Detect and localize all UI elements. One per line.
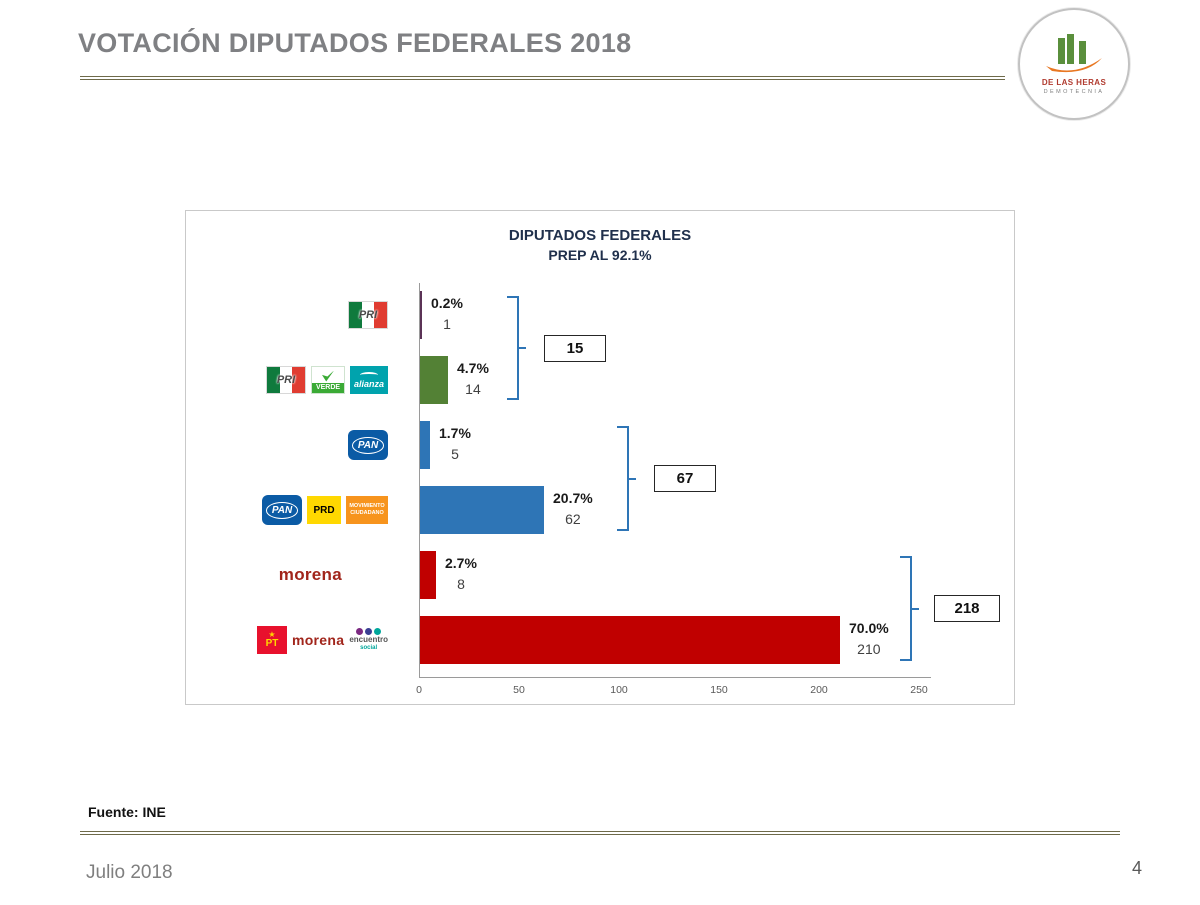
morena-wordmark: morena: [291, 632, 345, 648]
x-tick-150: 150: [710, 684, 728, 696]
bracket-pan-group: [617, 426, 636, 531]
es-logo-text-1: encuentro: [349, 635, 388, 645]
pan-logo: PAN: [348, 430, 388, 460]
morena-wordmark: morena: [278, 565, 342, 584]
x-tick-0: 0: [416, 684, 422, 696]
pct-label: 20.7%: [553, 490, 593, 506]
group-total-pri: 15: [544, 335, 606, 362]
pri-logo: PRI: [266, 366, 306, 394]
seats-label: 62: [565, 511, 581, 527]
source-note: Fuente: INE: [88, 804, 166, 820]
pri-tricolor: [349, 302, 387, 328]
pt-logo-text: PT: [265, 638, 279, 649]
pan-logo-text: PAN: [265, 501, 299, 519]
bar-row-morena-coalition: 70.0% 210: [420, 616, 889, 664]
bracket-nub: [910, 607, 919, 610]
bar-pan-coalition: [420, 486, 544, 534]
page-number: 4: [1132, 858, 1143, 878]
movimiento-ciudadano-logo: MOVIMIENTO CIUDADANO: [346, 496, 388, 524]
pri-logo: PRI: [348, 301, 388, 329]
bracket-nub: [627, 477, 636, 480]
bar-pan: [420, 421, 430, 469]
bar-pri-coalition: [420, 356, 448, 404]
slide-title: VOTACIÓN DIPUTADOS FEDERALES 2018: [78, 28, 632, 58]
x-axis-line: [419, 677, 931, 678]
prd-logo-text: PRD: [313, 504, 335, 516]
alianza-logo-text: alianza: [353, 378, 384, 389]
title-divider: [80, 76, 1005, 80]
footer-divider: [80, 831, 1120, 835]
chart-subtitle: PREP AL 92.1%: [548, 247, 652, 263]
pt-logo: ★ PT: [256, 626, 287, 654]
bracket-morena-group: [900, 556, 919, 661]
encuentro-social-dots-icon: [356, 628, 382, 636]
bar-morena-coalition: [420, 616, 840, 664]
alianza-swoosh-icon: [360, 371, 378, 378]
pct-label: 1.7%: [439, 425, 471, 441]
seats-label: 14: [465, 381, 481, 397]
encuentro-social-logo: encuentro social: [349, 628, 388, 651]
mc-logo-text: MOVIMIENTO CIUDADANO: [349, 503, 385, 516]
group-total-pan: 67: [654, 465, 716, 492]
bar-row-pan: 1.7% 5: [420, 421, 471, 469]
seats-label: 210: [857, 641, 881, 657]
verde-logo: VERDE: [311, 366, 345, 394]
pct-label: 0.2%: [431, 295, 463, 311]
chart-title: DIPUTADOS FEDERALES: [508, 227, 692, 244]
row-label-pri: PRI: [186, 291, 404, 339]
bar-morena: [420, 551, 436, 599]
bar-values-pri: 0.2% 1: [431, 291, 463, 339]
verde-logo-text: VERDE: [312, 382, 344, 393]
bar-values-pan: 1.7% 5: [439, 421, 471, 469]
brand-mark-icon: [1046, 33, 1102, 72]
row-label-pri-coalition: PRI VERDE alianza: [186, 356, 404, 404]
x-tick-50: 50: [513, 684, 525, 696]
bar-row-morena: 2.7% 8: [420, 551, 477, 599]
seats-label: 1: [443, 316, 451, 332]
pt-star-icon: ★: [268, 630, 276, 639]
bar-values-morena-coalition: 70.0% 210: [849, 616, 889, 664]
bar-values-pan-coalition: 20.7% 62: [553, 486, 593, 534]
es-logo-text-2: social: [360, 645, 378, 652]
row-label-pan: PAN: [186, 421, 404, 469]
chart-panel: DIPUTADOS FEDERALES PREP AL 92.1% PRI PR…: [185, 210, 1015, 705]
bar-values-morena: 2.7% 8: [445, 551, 477, 599]
bar-row-pri: 0.2% 1: [420, 291, 463, 339]
company-logo: DE LAS HERAS DEMOTECNIA: [1018, 8, 1130, 120]
bar-values-pri-coalition: 4.7% 14: [457, 356, 489, 404]
pri-tricolor: [267, 367, 305, 393]
x-tick-100: 100: [610, 684, 628, 696]
pan-logo-text: PAN: [351, 436, 385, 454]
group-total-value: 15: [566, 340, 584, 357]
nueva-alianza-logo: alianza: [350, 366, 388, 394]
bar-row-pri-coalition: 4.7% 14: [420, 356, 489, 404]
row-label-pan-coalition: PAN PRD MOVIMIENTO CIUDADANO: [186, 486, 404, 534]
bracket-nub: [517, 347, 526, 349]
seats-label: 8: [457, 576, 465, 592]
brand-name: DE LAS HERAS: [1041, 77, 1107, 87]
group-total-value: 67: [676, 470, 694, 487]
pct-label: 4.7%: [457, 360, 489, 376]
x-tick-200: 200: [810, 684, 828, 696]
pan-logo: PAN: [262, 495, 302, 525]
bracket-pri-group: [507, 296, 526, 400]
pri-logo-text: PRI: [358, 309, 378, 321]
seats-label: 5: [451, 446, 459, 462]
pct-label: 70.0%: [849, 620, 889, 636]
pri-logo-text: PRI: [276, 374, 296, 386]
brand-subname: DEMOTECNIA: [1043, 88, 1105, 95]
group-total-value: 218: [954, 600, 980, 617]
y-axis-line: [419, 283, 420, 678]
verde-mark-icon: [322, 370, 334, 382]
pct-label: 2.7%: [445, 555, 477, 571]
row-label-morena: morena: [186, 551, 404, 599]
row-label-morena-coalition: ★ PT morena encuentro social: [186, 616, 404, 664]
prd-logo: PRD: [307, 496, 341, 524]
x-tick-250: 250: [910, 684, 928, 696]
bar-row-pan-coalition: 20.7% 62: [420, 486, 593, 534]
bar-pri: [420, 291, 422, 339]
footer-date: Julio 2018: [86, 862, 173, 883]
group-total-morena: 218: [934, 595, 1000, 622]
